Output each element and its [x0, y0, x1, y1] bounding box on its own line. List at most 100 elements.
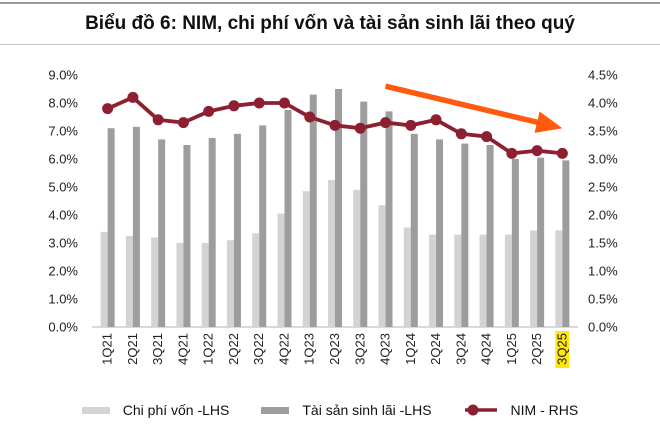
nim-marker: [556, 147, 568, 159]
svg-text:0.5%: 0.5%: [588, 292, 618, 307]
svg-text:3.0%: 3.0%: [588, 152, 618, 167]
svg-text:2.0%: 2.0%: [48, 264, 78, 279]
nim-marker: [405, 119, 417, 131]
chi-phi-von-swatch-icon: [81, 406, 110, 414]
svg-text:1Q25: 1Q25: [504, 333, 519, 365]
bar: [132, 126, 140, 327]
bar: [504, 234, 512, 327]
legend-item-tai-san-sinh-lai: Tài sản sinh lãi -LHS: [261, 402, 432, 418]
x-axis-label: 1Q22: [201, 333, 216, 365]
svg-text:4Q24: 4Q24: [479, 333, 494, 365]
nim-marker: [228, 100, 240, 112]
nim-marker: [430, 114, 442, 126]
bar: [454, 234, 462, 327]
svg-text:1Q22: 1Q22: [201, 333, 216, 365]
x-axis-label: 2Q24: [428, 333, 443, 365]
nim-markers: [102, 91, 568, 159]
bar: [403, 227, 411, 327]
svg-text:9.0%: 9.0%: [48, 68, 78, 83]
x-axis-label: 4Q22: [276, 333, 291, 365]
nim-marker: [253, 97, 265, 109]
bar: [461, 143, 469, 327]
svg-text:3Q23: 3Q23: [352, 333, 367, 365]
bar: [100, 231, 108, 327]
nim-marker: [102, 103, 114, 115]
x-axis-label: 4Q24: [479, 333, 494, 365]
svg-text:2Q21: 2Q21: [125, 333, 140, 365]
bar: [158, 139, 166, 327]
legend-item-nim: NIM - RHS: [464, 402, 578, 418]
x-axis-label: 1Q25: [504, 333, 519, 365]
svg-text:2.5%: 2.5%: [588, 180, 618, 195]
bar: [436, 139, 444, 327]
x-axis-label: 1Q23: [302, 333, 317, 365]
trend-arrow: [384, 83, 563, 133]
legend-item-chi-phi-von: Chi phí vốn -LHS: [81, 402, 230, 418]
nim-marker: [127, 91, 139, 103]
nim-marker: [380, 117, 392, 129]
svg-text:3.0%: 3.0%: [48, 236, 78, 251]
bar: [233, 133, 241, 327]
svg-text:4.5%: 4.5%: [588, 68, 618, 83]
bar: [328, 180, 335, 327]
bar: [284, 110, 292, 327]
svg-text:6.0%: 6.0%: [48, 152, 78, 167]
svg-text:1.0%: 1.0%: [588, 264, 618, 279]
legend-label: Chi phí vốn -LHS: [122, 402, 230, 418]
right-axis-labels: 0.0% 0.5% 1.0% 1.5% 2.0% 2.5% 3.0% 3.5% 4.0% 4.5%: [588, 68, 618, 335]
bar: [151, 237, 159, 327]
bar: [511, 159, 519, 327]
svg-text:2Q23: 2Q23: [327, 333, 342, 365]
svg-text:7.0%: 7.0%: [48, 124, 78, 139]
bar: [259, 125, 267, 328]
svg-text:4Q21: 4Q21: [175, 333, 190, 365]
svg-text:3Q22: 3Q22: [251, 333, 266, 365]
chart-canvas: 0.0% 1.0% 2.0% 3.0% 4.0% 5.0% 6.0% 7.0% 8.0% 9.0%…: [48, 68, 618, 368]
nim-marker: [203, 105, 215, 117]
bar: [530, 230, 538, 327]
nim-marker: [177, 117, 189, 129]
svg-text:5.0%: 5.0%: [48, 180, 78, 195]
bar: [335, 89, 342, 327]
x-axis-label: 3Q23: [352, 333, 367, 365]
svg-text:4.0%: 4.0%: [588, 96, 618, 111]
bar: [410, 133, 418, 327]
svg-text:3Q21: 3Q21: [150, 333, 165, 365]
bar: [277, 213, 285, 327]
svg-text:1Q24: 1Q24: [403, 333, 418, 365]
svg-text:3.5%: 3.5%: [588, 124, 618, 139]
svg-text:4.0%: 4.0%: [48, 208, 78, 223]
bars-chi-phi-von: [100, 180, 563, 327]
bar: [201, 243, 209, 327]
bar: [537, 157, 545, 327]
x-axis-label: 2Q25: [529, 333, 544, 365]
x-axis-label: 2Q23: [327, 333, 342, 365]
bar: [360, 101, 368, 327]
nim-line-dot-icon: [464, 404, 497, 416]
svg-text:4Q22: 4Q22: [276, 333, 291, 365]
tai-san-sinh-lai-swatch-icon: [261, 406, 290, 414]
bars-tai-san-sinh-lai: [107, 89, 570, 328]
chart-header: Biểu đồ 6: NIM, chi phí vốn và tài sản s…: [0, 6, 660, 42]
svg-text:2.0%: 2.0%: [588, 208, 618, 223]
nim-marker: [152, 114, 164, 126]
x-axis-label: 3Q22: [251, 333, 266, 365]
bar: [107, 128, 115, 327]
bar: [479, 234, 487, 327]
svg-text:2Q25: 2Q25: [529, 333, 544, 365]
bar: [378, 205, 386, 327]
svg-text:1.0%: 1.0%: [48, 292, 78, 307]
bar: [486, 145, 494, 327]
bar: [183, 145, 191, 327]
svg-text:8.0%: 8.0%: [48, 96, 78, 111]
nim-marker: [354, 122, 366, 134]
x-axis-label: 1Q24: [403, 333, 418, 365]
chart-legend: Chi phí vốn -LHS Tài sản sinh lãi -LHS N…: [0, 402, 660, 418]
bar: [208, 138, 216, 327]
svg-text:0.0%: 0.0%: [588, 320, 618, 335]
bar: [176, 243, 184, 327]
bar: [429, 234, 437, 327]
nim-marker: [531, 145, 543, 157]
x-axis-label: 3Q21: [150, 333, 165, 365]
